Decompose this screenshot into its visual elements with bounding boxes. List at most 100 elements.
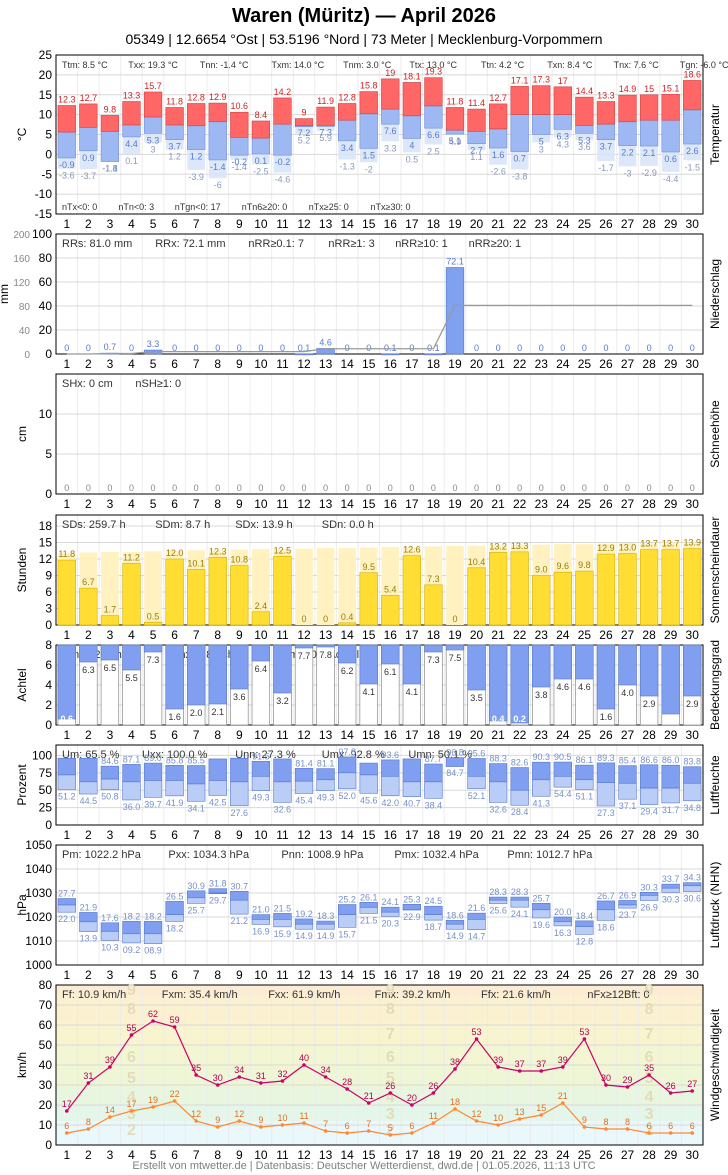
rain-xtick-label: 22 <box>513 357 527 371</box>
wind-gust-label: 38 <box>450 1057 460 1067</box>
rain-xtick-label: 18 <box>427 357 441 371</box>
cloud-label: 3.2 <box>276 696 289 706</box>
temp-xtick-label: 11 <box>276 217 289 231</box>
temp-min-bar <box>639 119 659 147</box>
snow-xtick-label: 12 <box>297 497 311 511</box>
cloud-xtick-label: 10 <box>254 728 268 742</box>
temp-min-bar <box>143 116 163 134</box>
hum-upper-bar <box>575 764 594 781</box>
pres-min-label: 18.6 <box>597 922 615 932</box>
rain-xtick-label: 8 <box>214 357 221 371</box>
temp-ground-label: -1.4 <box>232 162 248 172</box>
cloud-bar <box>359 644 378 685</box>
temp-min-bar <box>510 114 529 152</box>
pres-xtick-label: 30 <box>686 968 700 982</box>
precip-label: 0 <box>237 343 242 353</box>
cloud-bar <box>273 644 292 694</box>
wind-mean-point <box>582 1125 587 1129</box>
hum-lower-bar <box>57 774 76 790</box>
wind-bft-label: 9 <box>386 982 395 999</box>
wind-gust-point <box>647 1073 651 1077</box>
temp-max-bar <box>316 106 335 126</box>
wind-gust-label: 32 <box>277 1069 287 1079</box>
temp-min-bar <box>553 114 572 130</box>
temp-xtick-label: 16 <box>384 217 398 231</box>
temp-max-bar <box>618 94 637 123</box>
temp-max-label: 11.8 <box>166 96 183 106</box>
sun-label: 0.5 <box>147 611 160 621</box>
wind-mean-label: 5 <box>388 1123 393 1133</box>
precip-label: 0 <box>129 343 134 353</box>
sun-xtick-label: 3 <box>107 628 114 642</box>
temp-stat-bottom: nTx≥25: 0 <box>309 202 349 212</box>
pres-min-label: 15.9 <box>274 929 292 939</box>
sun-label: 9.8 <box>578 560 591 570</box>
pres-max-label: 19.2 <box>295 909 313 919</box>
hum-min-label: 45.6 <box>360 795 378 805</box>
sun-xtick-label: 14 <box>340 628 354 642</box>
temp-min-label: 5.3 <box>578 135 591 145</box>
cloud-bar <box>187 644 206 706</box>
temp-max-bar <box>683 80 702 111</box>
wind-gust-label: 20 <box>407 1093 417 1103</box>
wind-mean-point <box>280 1123 285 1127</box>
pres-xtick-label: 12 <box>297 968 311 982</box>
cloud-bar <box>510 644 529 724</box>
sun-label: 0 <box>323 614 328 624</box>
temp-max-label: 9 <box>302 108 307 118</box>
pres-min-label: 08.9 <box>144 946 162 956</box>
temp-max-bar <box>510 86 529 115</box>
temp-min-label: -0.2 <box>232 157 248 167</box>
temp-min-label: 6.6 <box>427 130 440 140</box>
pres-min-label: 25.6 <box>489 906 507 916</box>
sun-xtick-label: 19 <box>448 628 462 642</box>
wind-bft-label: 2 <box>645 1122 654 1139</box>
wind-stat: Fxx: 61.9 km/h <box>268 989 340 1001</box>
temp-ground-bar <box>446 134 464 135</box>
wind-mean-label: 19 <box>148 1095 158 1105</box>
sun-stat: SDx: 13.9 h <box>235 519 292 531</box>
cloud-label: 4.1 <box>406 687 419 697</box>
temp-ground-label: -3 <box>624 168 632 178</box>
wind-gust-point <box>86 1081 91 1085</box>
rain-xtick-label: 2 <box>85 357 92 371</box>
sun-possible-bar <box>252 549 270 625</box>
hum-upper-bar <box>187 765 206 785</box>
snow-xtick-label: 25 <box>578 497 592 511</box>
wind-xtick-label: 5 <box>150 1148 157 1162</box>
pres-lower-bar <box>338 914 357 928</box>
hum-max-label: 93.6 <box>382 750 400 760</box>
temp-max-bar <box>639 94 659 121</box>
temp-ground-label: -2 <box>365 164 373 174</box>
wind-gust-label: 27 <box>687 1079 697 1089</box>
snow-xtick-label: 4 <box>128 497 135 511</box>
temp-xtick-label: 28 <box>642 217 656 231</box>
rain-xtick-label: 1 <box>63 357 70 371</box>
cloud-ytick-label: 2 <box>45 698 52 712</box>
temp-xtick-label: 9 <box>236 217 243 231</box>
hum-upper-bar <box>316 768 335 781</box>
rain-xtick-label: 24 <box>556 357 570 371</box>
hum-min-label: 49.3 <box>317 793 335 803</box>
sun-possible-bar <box>338 548 356 625</box>
temp-ytick-label: 20 <box>39 68 53 82</box>
snow-label: 0 <box>560 483 565 493</box>
snow-label: 0 <box>409 483 414 493</box>
cloud-bar <box>402 644 421 685</box>
temp-ground-bar <box>510 151 529 170</box>
temp-min-label: 0.7 <box>513 154 526 164</box>
temp-max-bar <box>294 118 314 127</box>
wind-mean-line <box>66 1100 693 1136</box>
wind-xtick-label: 2 <box>85 1148 92 1162</box>
wind-gust-point <box>453 1067 457 1071</box>
temp-min-label: -1.8 <box>102 164 118 174</box>
precip-label: 0.1 <box>384 343 397 353</box>
cloud-xtick-label: 20 <box>470 728 484 742</box>
cloud-xtick-label: 3 <box>107 728 114 742</box>
wind-xtick-label: 20 <box>470 1148 484 1162</box>
sun-ytick-label: 18 <box>39 519 53 533</box>
temp-min-bar <box>57 131 76 159</box>
hum-max-label: 86.6 <box>640 755 658 765</box>
temp-xtick-label: 27 <box>621 217 635 231</box>
hum-max-label: 85.5 <box>187 756 205 766</box>
